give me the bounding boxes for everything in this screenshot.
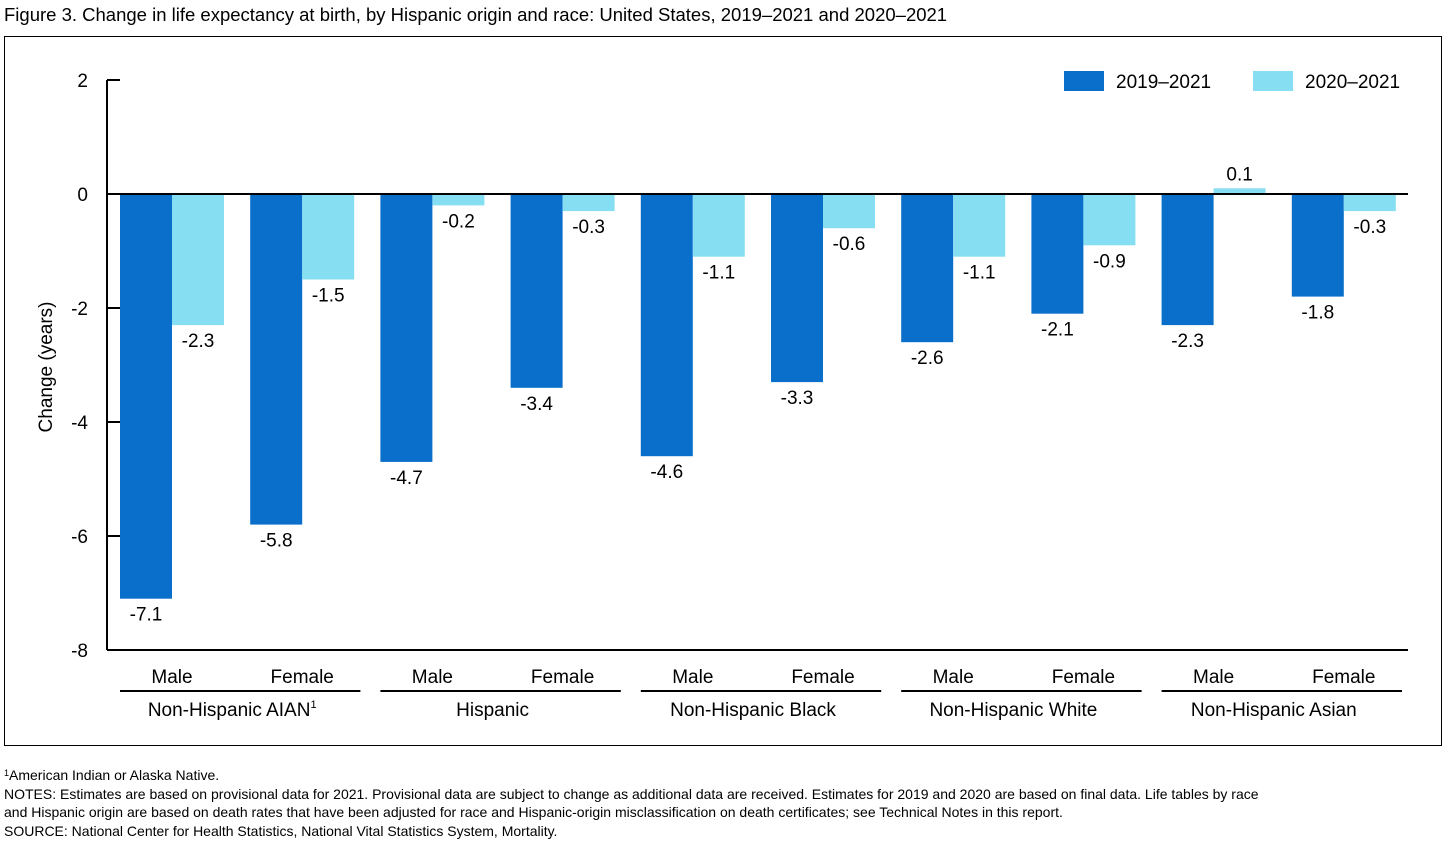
group-label: Non-Hispanic Black xyxy=(670,700,836,721)
y-tick-label: 0 xyxy=(77,185,88,206)
y-axis-title: Change (years) xyxy=(36,302,57,433)
bar-series1 xyxy=(1161,194,1214,326)
group-label: Hispanic xyxy=(456,700,529,721)
legend-swatch xyxy=(1253,71,1293,91)
bar-series1 xyxy=(771,194,823,383)
bar-data-label: -1.1 xyxy=(702,263,735,284)
bar-series1 xyxy=(640,194,693,457)
bar-series2 xyxy=(562,194,615,212)
bar-data-label: -0.9 xyxy=(1093,251,1126,272)
bar-data-label: -7.1 xyxy=(130,605,163,626)
bar-series1 xyxy=(380,194,433,462)
y-tick-label: -2 xyxy=(71,299,88,320)
legend-label: 2020–2021 xyxy=(1305,72,1400,93)
notes-line-1: NOTES: Estimates are based on provisiona… xyxy=(4,785,1259,802)
y-tick-label: 2 xyxy=(77,71,88,92)
bar-data-label: -4.7 xyxy=(390,468,423,489)
figure-title: Figure 3. Change in life expectancy at b… xyxy=(4,4,948,25)
bar-data-label: -2.3 xyxy=(1171,331,1204,352)
y-tick-label: -8 xyxy=(71,641,88,662)
bar-chart: 2 0 -2 -4 -6 -8 Change (years) -7.1 -5.8 -4.7 -3.4… xyxy=(36,71,1408,721)
bar-data-label: -0.3 xyxy=(572,217,605,238)
bar-data-label: -0.6 xyxy=(833,234,866,255)
group-label: Non-Hispanic Asian xyxy=(1191,700,1357,721)
footnote-aian: 1American Indian or Alaska Native. xyxy=(4,764,1444,785)
x-category-label: Male xyxy=(412,667,453,688)
x-category-label: Female xyxy=(1312,667,1375,688)
bar-series2 xyxy=(302,194,355,280)
footnote-marker: 1 xyxy=(4,768,10,778)
bar-data-label: -0.2 xyxy=(442,211,475,232)
bar-series2 xyxy=(953,194,1006,257)
bar-data-label: -3.3 xyxy=(781,388,814,409)
y-tick-label: -4 xyxy=(71,413,88,434)
chart-frame xyxy=(4,36,1442,746)
bar-data-label: 0.1 xyxy=(1226,164,1252,185)
bar-series2 xyxy=(823,194,875,229)
notes-line-2: and Hispanic origin are based on death r… xyxy=(4,804,1063,820)
bar-series2 xyxy=(692,194,745,257)
x-category-label: Male xyxy=(672,667,713,688)
group-label: Non-Hispanic White xyxy=(929,700,1097,721)
x-category-label: Male xyxy=(151,667,192,688)
x-category-label: Male xyxy=(933,667,974,688)
bar-series2 xyxy=(432,194,485,206)
bar-series2 xyxy=(1083,194,1136,246)
bar-series1 xyxy=(120,194,172,599)
x-category-label: Female xyxy=(271,667,334,688)
legend-label: 2019–2021 xyxy=(1116,72,1211,93)
bar-data-label: -1.1 xyxy=(963,263,996,284)
bar-data-label: -5.8 xyxy=(260,531,293,552)
bar-data-label: -1.8 xyxy=(1301,303,1334,324)
x-category-label: Female xyxy=(531,667,594,688)
footnotes: 1American Indian or Alaska Native. NOTES… xyxy=(4,764,1444,840)
source-line: SOURCE: National Center for Health Stati… xyxy=(4,822,558,839)
bar-series1 xyxy=(1031,194,1084,314)
bar-data-label: -0.3 xyxy=(1353,217,1386,238)
bar-series2 xyxy=(1343,194,1396,212)
x-category-label: Female xyxy=(1052,667,1115,688)
bar-series1 xyxy=(510,194,563,388)
bar-data-label: -3.4 xyxy=(520,394,553,415)
legend-swatch xyxy=(1064,71,1104,91)
bar-series2 xyxy=(172,194,224,326)
group-label: Non-Hispanic AIAN1 xyxy=(148,699,317,721)
x-category-label: Female xyxy=(791,667,854,688)
bar-series1 xyxy=(250,194,303,525)
footnote-text: American Indian or Alaska Native. xyxy=(9,767,220,783)
bar-data-label: -4.6 xyxy=(650,462,683,483)
y-tick-label: -6 xyxy=(71,527,88,548)
bar-data-label: -2.3 xyxy=(182,331,215,352)
bar-series1 xyxy=(1291,194,1344,297)
bar-data-label: -2.6 xyxy=(911,348,944,369)
bar-series1 xyxy=(901,194,954,343)
bar-series2 xyxy=(1213,188,1266,194)
x-category-label: Male xyxy=(1193,667,1234,688)
bar-data-label: -2.1 xyxy=(1041,320,1074,341)
group-label-superscript: 1 xyxy=(310,699,316,711)
bar-data-label: -1.5 xyxy=(312,286,345,307)
